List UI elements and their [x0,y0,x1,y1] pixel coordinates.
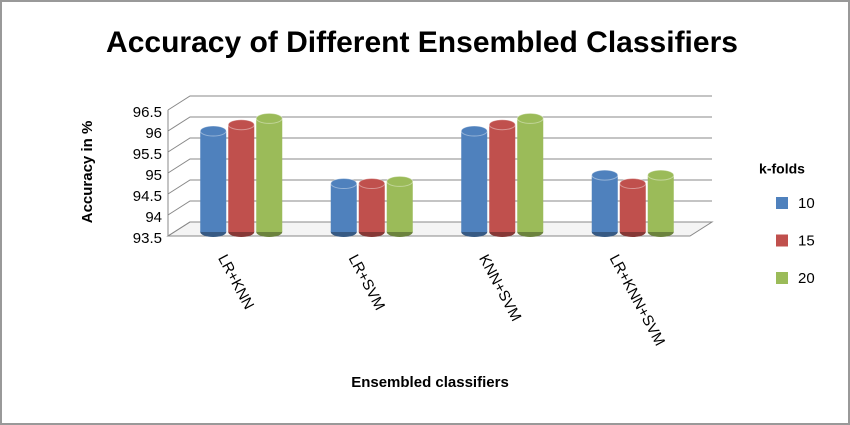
bar [517,118,544,232]
y-axis-title: Accuracy in % [79,121,96,224]
bar-top [255,112,283,124]
bar-top [386,175,414,187]
bar [619,183,646,232]
y-tick-label: 94.5 [133,188,162,205]
chart-title: Accuracy of Different Ensembled Classifi… [106,26,738,59]
y-tick-label: 96.5 [133,104,162,121]
y-tick-label: 96 [145,125,162,142]
bar [200,131,227,232]
bar [591,175,618,232]
bar-top [647,169,675,181]
legend-swatch [776,197,788,209]
bar-top [460,125,488,137]
bar-top [619,178,647,189]
bar [256,118,283,232]
legend-label: 20 [798,270,815,287]
bar-top [488,119,516,131]
bar [461,131,488,232]
legend-label: 10 [798,195,815,212]
bar [358,183,385,232]
bar [386,181,413,232]
legend-swatch [776,272,788,284]
bar [489,124,516,232]
bar [647,175,674,232]
bar-top [358,178,386,189]
legend-title: k-folds [759,161,805,177]
y-tick-label: 94 [145,209,162,226]
bar-top [199,125,227,137]
bar-top [591,169,619,181]
bar-top [227,119,255,131]
y-tick-label: 95 [145,167,162,184]
legend-swatch [776,234,788,247]
grid-line [167,95,712,111]
bar [330,183,357,232]
x-axis-title: Ensembled classifiers [351,374,509,391]
y-tick-label: 93.5 [133,230,162,247]
bar [228,124,255,232]
legend-label: 15 [798,232,815,249]
bar-top [516,112,544,124]
y-tick-label: 95.5 [133,146,162,163]
bar-top [330,178,358,189]
